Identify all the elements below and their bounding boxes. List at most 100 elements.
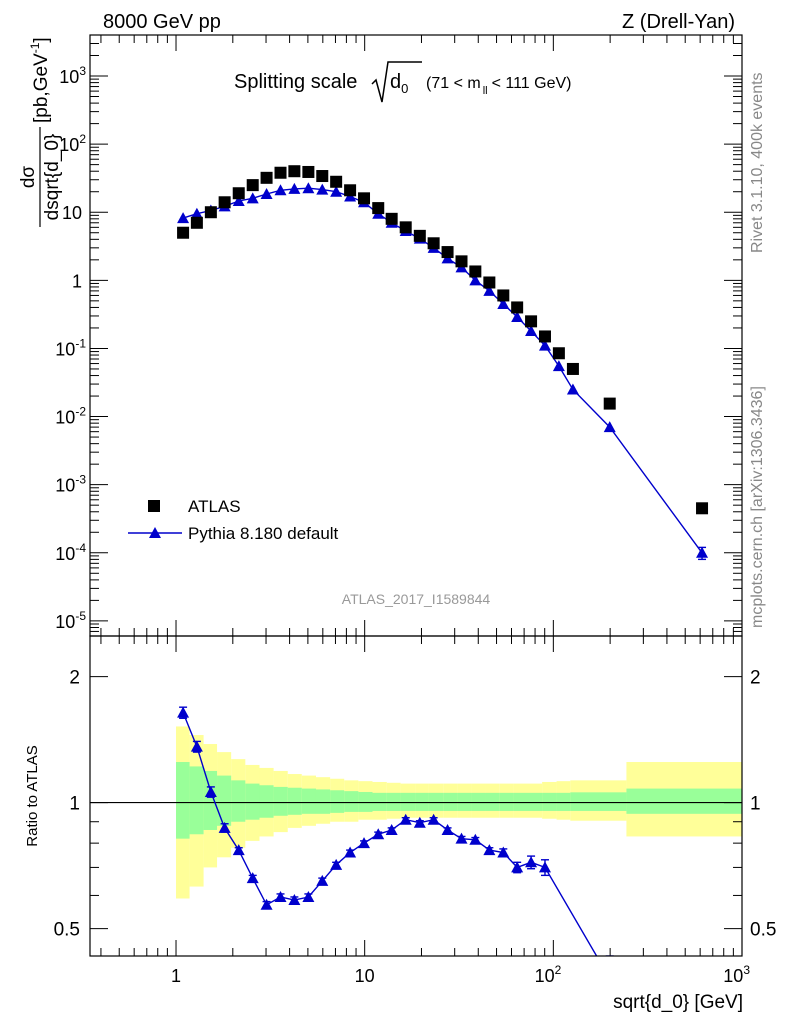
band-inner-bin bbox=[231, 780, 246, 822]
band-inner-bin bbox=[471, 792, 486, 811]
ratio-point bbox=[232, 844, 245, 856]
atlas-point bbox=[218, 196, 231, 209]
title-cut: (71 < m ll < 111 GeV) bbox=[426, 75, 571, 97]
mc-point bbox=[538, 339, 551, 351]
y-tick-label: 2 bbox=[69, 668, 80, 689]
atlas-point bbox=[538, 330, 551, 343]
y-tick-label: 1 bbox=[72, 271, 82, 291]
ratio-point bbox=[538, 861, 551, 873]
mc-point bbox=[603, 421, 616, 433]
mc-point bbox=[566, 383, 579, 395]
y-tick-label-right: 1 bbox=[750, 794, 761, 815]
y-tick-label: 10-2 bbox=[55, 405, 86, 428]
atlas-point bbox=[696, 502, 709, 515]
band-inner-bin bbox=[428, 792, 444, 811]
band-inner-bin bbox=[358, 791, 373, 812]
atlas-point bbox=[511, 301, 524, 314]
mc-point bbox=[511, 310, 524, 322]
atlas-point bbox=[288, 165, 301, 178]
ratio-point bbox=[385, 823, 398, 835]
atlas-point bbox=[427, 237, 440, 250]
y-tick-label-right: 2 bbox=[750, 668, 761, 689]
ratio-point bbox=[483, 844, 496, 856]
mc-point bbox=[552, 360, 565, 372]
atlas-point bbox=[190, 216, 203, 229]
ylabel-numerator: dσ bbox=[18, 166, 39, 189]
x-tick-label: 103 bbox=[723, 963, 750, 986]
title-symbol-d: d bbox=[390, 71, 401, 93]
band-inner-bin bbox=[372, 792, 387, 811]
y-tick-label-right: 0.5 bbox=[750, 920, 776, 941]
ratio-frame bbox=[89, 635, 743, 957]
band-inner-bin bbox=[513, 792, 529, 811]
ratio-point bbox=[218, 821, 231, 833]
ratio-point bbox=[190, 740, 203, 752]
mc-point bbox=[483, 284, 496, 296]
y-tick-label: 10-1 bbox=[55, 336, 86, 359]
title-cut-end: < 111 GeV) bbox=[492, 75, 572, 92]
band-inner-bin bbox=[556, 792, 571, 811]
mc-point bbox=[190, 207, 203, 219]
sqrt-symbol bbox=[371, 61, 422, 103]
atlas-point bbox=[177, 226, 190, 239]
atlas-point bbox=[469, 265, 482, 278]
atlas-point bbox=[603, 397, 616, 410]
title-cut-sub: ll bbox=[483, 85, 488, 97]
ratio-point bbox=[274, 890, 287, 902]
atlas-point bbox=[413, 229, 426, 242]
ylabel-unit: [pb,GeV-1] bbox=[28, 37, 52, 123]
atlas-point bbox=[525, 315, 538, 328]
header-right: Z (Drell-Yan) bbox=[622, 11, 735, 33]
atlas-point bbox=[483, 276, 496, 289]
band-inner-bin bbox=[415, 792, 429, 811]
band-inner-bin bbox=[273, 786, 288, 816]
main-panel: 10-5 10-4 10-3 10-2 10-1 1 10 102 103 bbox=[55, 34, 743, 637]
y-tick-label: 103 bbox=[59, 64, 86, 87]
band-inner-bin bbox=[570, 792, 627, 811]
main-frame bbox=[89, 34, 743, 637]
ratio-point bbox=[358, 837, 371, 849]
band-inner-bin bbox=[386, 792, 401, 811]
atlas-point bbox=[497, 289, 510, 302]
band-inner-bin bbox=[189, 766, 204, 835]
ratio-point bbox=[177, 706, 190, 718]
band-inner-bin bbox=[176, 762, 190, 839]
title-symbol-sub: 0 bbox=[401, 81, 408, 96]
mc-point bbox=[274, 184, 287, 196]
ratio-point bbox=[399, 813, 412, 825]
ratio-point bbox=[372, 828, 385, 840]
atlas-point bbox=[399, 221, 412, 234]
ratio-point bbox=[427, 813, 440, 825]
analysis-watermark: ATLAS_2017_I1589844 bbox=[342, 591, 491, 607]
title-symbol: d0 bbox=[390, 71, 408, 96]
main-ylabel: dσ dsqrt{d_0} [pb,GeV-1] bbox=[18, 37, 63, 227]
atlas-point bbox=[232, 187, 245, 200]
main-title: Splitting scale bbox=[234, 71, 357, 93]
ratio-point bbox=[288, 894, 301, 906]
ratio-point bbox=[204, 785, 217, 797]
y-tick-label: 0.5 bbox=[54, 920, 80, 941]
ratio-point bbox=[455, 832, 468, 844]
atlas-point bbox=[358, 192, 371, 205]
ratio-point bbox=[525, 856, 538, 868]
atlas-point bbox=[441, 246, 454, 259]
mc-point bbox=[232, 195, 245, 207]
ratio-line bbox=[182, 712, 598, 956]
band-inner-bin bbox=[499, 792, 514, 811]
band-inner-bin bbox=[203, 770, 218, 830]
ratio-point bbox=[344, 846, 357, 858]
atlas-point bbox=[385, 212, 398, 225]
ylabel-denominator: dsqrt{d_0} bbox=[42, 134, 63, 221]
y-tick-label: 10-5 bbox=[55, 609, 86, 632]
mc-point bbox=[525, 325, 538, 337]
ratio-point bbox=[441, 823, 454, 835]
x-axis-label: sqrt{d_0} [GeV] bbox=[613, 992, 743, 1013]
ratio-point bbox=[316, 874, 329, 886]
legend-atlas-label: ATLAS bbox=[188, 497, 241, 516]
y-tick-label: 10 bbox=[62, 203, 82, 223]
x-tick-label: 1 bbox=[171, 966, 181, 986]
header-left: 8000 GeV pp bbox=[103, 11, 221, 33]
band-inner-bin bbox=[344, 791, 359, 812]
atlas-point bbox=[316, 170, 329, 183]
